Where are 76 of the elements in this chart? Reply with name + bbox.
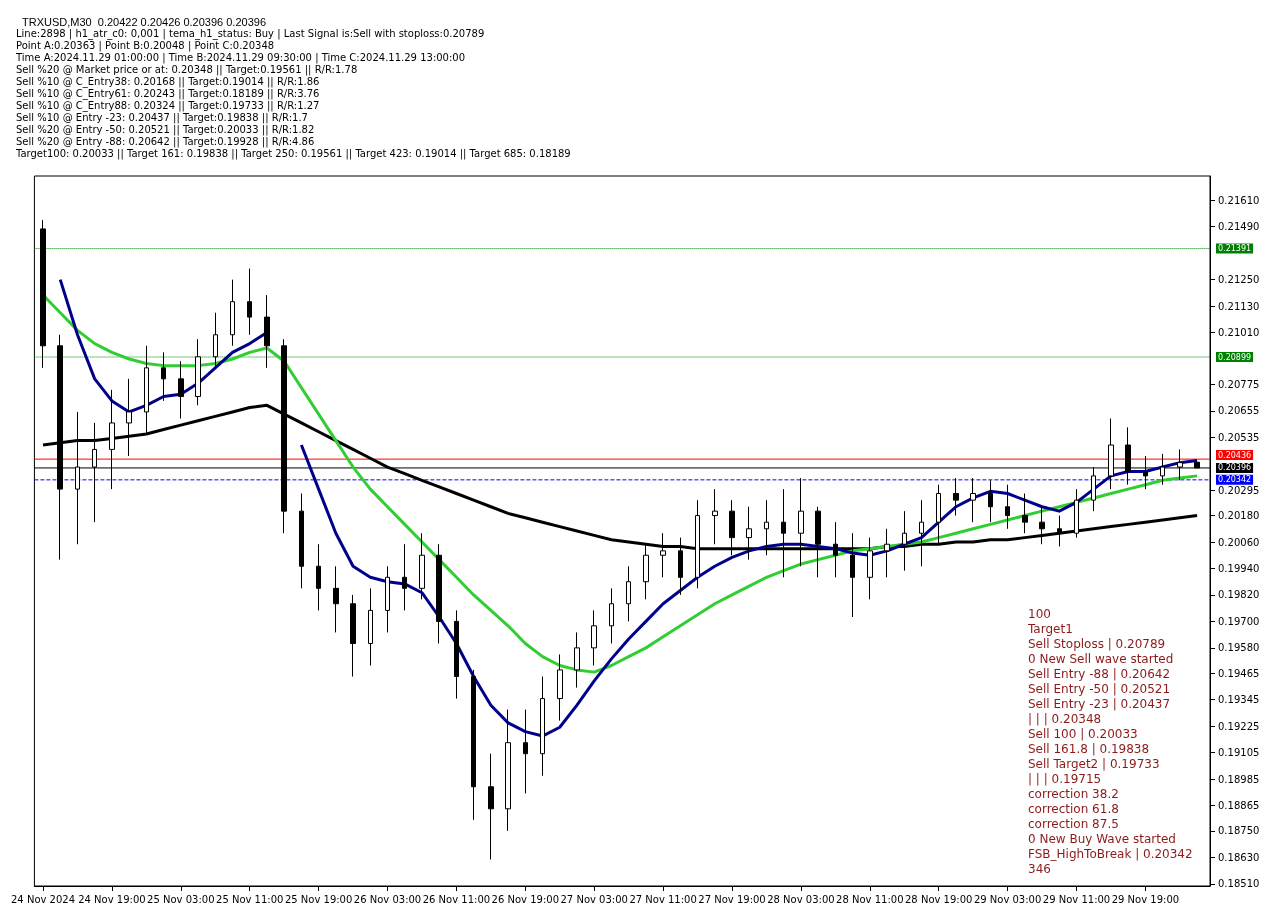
y-tick-label: 0.19225 xyxy=(1218,720,1260,732)
x-tick-label: 26 Nov 03:00 xyxy=(353,893,422,905)
y-tick-label: 0.18750 xyxy=(1218,825,1260,837)
text: Point A:0.20363 | Point B:0.20048 | Point C:0.20348 xyxy=(16,39,275,52)
annotation: correction 87.5 xyxy=(1028,817,1119,831)
y-tick-label: 0.18865 xyxy=(1218,800,1260,812)
ref-line-label: 0.20396 xyxy=(1218,463,1252,473)
x-tick-label: 29 Nov 11:00 xyxy=(1042,893,1111,905)
x-tick-label: 26 Nov 11:00 xyxy=(422,893,491,905)
y-tick-label: 0.20535 xyxy=(1218,431,1260,443)
y-tick-label: 0.21010 xyxy=(1218,327,1260,339)
annotation: Sell Entry -23 | 0.20437 xyxy=(1028,697,1171,711)
x-tick-label: 24 Nov 2024 xyxy=(10,893,76,905)
text: Sell %10 @ C_Entry38: 0.20168 || Target:0.19014 || R/R:1.86 xyxy=(16,75,320,88)
x-tick-label: 25 Nov 03:00 xyxy=(147,893,215,905)
y-tick-label: 0.21130 xyxy=(1218,300,1260,312)
annotation: 0 New Buy Wave started xyxy=(1028,832,1176,846)
ref-line-label: 0.20342 xyxy=(1218,475,1252,485)
y-tick-label: 0.19940 xyxy=(1218,562,1260,574)
annotation: | | | 0.19715 xyxy=(1028,772,1102,786)
y-tick-label: 0.21250 xyxy=(1218,274,1260,286)
y-tick-label: 0.20180 xyxy=(1218,510,1260,522)
text: Sell %20 @ Market price or at: 0.20348 || Target:0.19561 || R/R:1.78 xyxy=(16,63,358,76)
text: Line:2898 | h1_atr_c0: 0,001 | tema_h1_status: Buy | Last Signal is:Sell with stoploss:0.20789 xyxy=(16,27,485,40)
y-tick-label: 0.20060 xyxy=(1218,536,1260,548)
annotation: Sell 161.8 | 0.19838 xyxy=(1028,742,1150,756)
x-tick-label: 27 Nov 19:00 xyxy=(698,893,766,905)
text: Sell %10 @ C_Entry61: 0.20243 || Target:0.18189 || R/R:3.76 xyxy=(16,87,320,100)
text: Sell %10 @ Entry -23: 0.20437 || Target:0.19838 || R/R:1.7 xyxy=(16,111,308,124)
text: Sell %20 @ Entry -88: 0.20642 || Target:0.19928 || R/R:4.86 xyxy=(16,135,315,148)
y-tick-label: 0.19465 xyxy=(1218,667,1260,679)
y-tick-label: 0.18510 xyxy=(1218,878,1260,890)
y-tick-label: 0.20295 xyxy=(1218,484,1260,496)
y-tick-label: 0.20775 xyxy=(1218,378,1260,390)
y-tick-label: 0.21610 xyxy=(1218,194,1260,206)
y-tick-label: 0.18630 xyxy=(1218,851,1260,863)
y-tick-label: 0.19700 xyxy=(1218,615,1260,627)
annotation: Target1 xyxy=(1027,622,1073,636)
y-tick-label: 0.19105 xyxy=(1218,747,1260,759)
annotation: FSB_HighToBreak | 0.20342 xyxy=(1028,847,1193,861)
text: Sell %20 @ Entry -50: 0.20521 || Target:0.20033 || R/R:1.82 xyxy=(16,123,315,136)
x-tick-label: 26 Nov 19:00 xyxy=(491,893,560,905)
annotation: Sell 100 | 0.20033 xyxy=(1028,727,1138,741)
annotation: correction 61.8 xyxy=(1028,802,1119,816)
y-tick-label: 0.20655 xyxy=(1218,405,1260,417)
x-tick-label: 28 Nov 19:00 xyxy=(905,893,973,905)
x-tick-label: 25 Nov 19:00 xyxy=(284,893,353,905)
annotation: Sell Entry -88 | 0.20642 xyxy=(1028,667,1171,681)
x-tick-label: 28 Nov 11:00 xyxy=(836,893,904,905)
y-tick-label: 0.21490 xyxy=(1218,221,1260,233)
x-tick-label: 27 Nov 03:00 xyxy=(560,893,628,905)
annotation: 100 xyxy=(1028,607,1051,621)
text: Sell %10 @ C_Entry88: 0.20324 || Target:0.19733 || R/R:1.27 xyxy=(16,99,320,112)
y-tick-label: 0.19820 xyxy=(1218,589,1260,601)
chart-title: TRXUSD,M30 0.20422 0.20426 0.20396 0.20396 xyxy=(22,15,267,28)
text: Target100: 0.20033 || Target 161: 0.19838 || Target 250: 0.19561 || Target 423: 0.19014 || Target 685: 0.18189 xyxy=(15,147,571,160)
ref-line-label: 0.20436 xyxy=(1218,450,1252,460)
x-tick-label: 24 Nov 19:00 xyxy=(78,893,146,905)
y-tick-label: 0.19580 xyxy=(1218,642,1260,654)
annotation: correction 38.2 xyxy=(1028,787,1119,801)
x-tick-label: 28 Nov 03:00 xyxy=(767,893,835,905)
x-tick-label: 29 Nov 19:00 xyxy=(1111,893,1180,905)
ref-line-label: 0.21391 xyxy=(1218,244,1252,254)
y-tick-label: 0.18985 xyxy=(1218,773,1260,785)
text: Time A:2024.11.29 01:00:00 | Time B:2024.11.29 09:30:00 | Time C:2024.11.29 13:00:00 xyxy=(15,51,466,64)
annotation: Sell Stoploss | 0.20789 xyxy=(1028,637,1166,651)
annotation: | | | 0.20348 xyxy=(1028,712,1102,726)
annotation: Sell Target2 | 0.19733 xyxy=(1028,757,1160,771)
x-tick-label: 27 Nov 11:00 xyxy=(629,893,697,905)
ref-line-label: 0.20899 xyxy=(1218,352,1252,362)
annotation: Sell Entry -50 | 0.20521 xyxy=(1028,682,1171,696)
x-tick-label: 25 Nov 11:00 xyxy=(216,893,284,905)
y-tick-label: 0.19345 xyxy=(1218,694,1260,706)
annotation: 0 New Sell wave started xyxy=(1028,652,1174,666)
x-tick-label: 29 Nov 03:00 xyxy=(973,893,1042,905)
annotation: 346 xyxy=(1028,862,1051,876)
